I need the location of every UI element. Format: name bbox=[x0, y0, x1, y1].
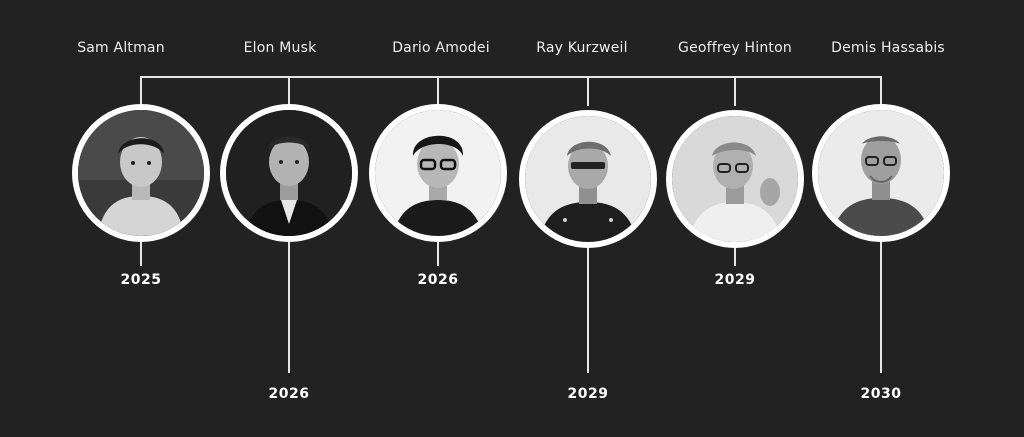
person-name-6: Demis Hassabis bbox=[831, 40, 945, 56]
connector-top-5 bbox=[734, 76, 736, 106]
portrait-2 bbox=[220, 104, 358, 242]
connector-bottom-4 bbox=[587, 238, 589, 373]
connector-bottom-5 bbox=[734, 238, 736, 266]
connector-bottom-2 bbox=[288, 238, 290, 373]
connector-top-3 bbox=[437, 76, 439, 106]
portrait-6 bbox=[812, 104, 950, 242]
year-label-3: 2026 bbox=[417, 272, 459, 288]
portrait-photo-1 bbox=[78, 110, 204, 236]
portrait-photo-2 bbox=[226, 110, 352, 236]
year-label-5: 2029 bbox=[714, 272, 756, 288]
portrait-4 bbox=[519, 110, 657, 248]
year-label-6: 2030 bbox=[860, 386, 902, 402]
portrait-photo-6 bbox=[818, 110, 944, 236]
connector-bottom-6 bbox=[880, 238, 882, 373]
connector-top-2 bbox=[288, 76, 290, 106]
portrait-1 bbox=[72, 104, 210, 242]
portrait-photo-5 bbox=[672, 116, 798, 242]
connector-top-1 bbox=[140, 76, 142, 106]
portrait-photo-4 bbox=[525, 116, 651, 242]
timeline-connector-line bbox=[140, 76, 881, 78]
year-label-1: 2025 bbox=[120, 272, 162, 288]
year-label-4: 2029 bbox=[567, 386, 609, 402]
portrait-photo-3 bbox=[375, 110, 501, 236]
person-name-1: Sam Altman bbox=[77, 40, 165, 56]
person-name-3: Dario Amodei bbox=[392, 40, 490, 56]
person-name-4: Ray Kurzweil bbox=[536, 40, 628, 56]
person-name-5: Geoffrey Hinton bbox=[678, 40, 792, 56]
connector-bottom-1 bbox=[140, 238, 142, 266]
portrait-5 bbox=[666, 110, 804, 248]
person-name-2: Elon Musk bbox=[243, 40, 317, 56]
year-label-2: 2026 bbox=[268, 386, 310, 402]
connector-top-4 bbox=[587, 76, 589, 106]
connector-top-6 bbox=[880, 76, 882, 106]
portrait-3 bbox=[369, 104, 507, 242]
connector-bottom-3 bbox=[437, 238, 439, 266]
